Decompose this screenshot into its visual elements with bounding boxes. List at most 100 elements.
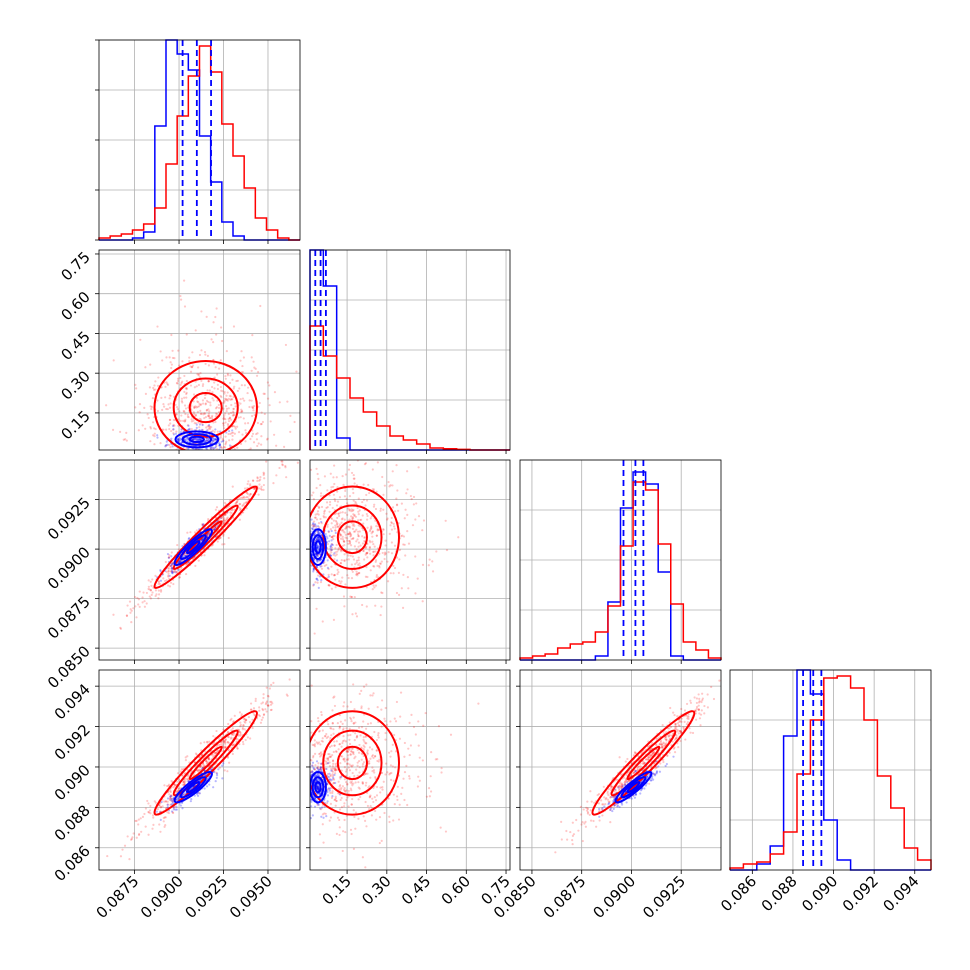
scatter-point xyxy=(185,447,188,450)
scatter-point xyxy=(239,402,242,405)
scatter-point xyxy=(268,384,271,387)
scatter-point xyxy=(316,787,319,790)
scatter-point xyxy=(222,424,225,427)
scatter-point xyxy=(219,394,222,398)
contour-line xyxy=(310,485,401,589)
scatter-point xyxy=(135,836,138,839)
scatter-point xyxy=(215,307,218,310)
scatter-point xyxy=(285,476,288,479)
scatter-point xyxy=(239,731,242,734)
scatter-point xyxy=(200,412,203,415)
scatter-point xyxy=(230,431,233,434)
scatter-point xyxy=(168,565,172,568)
scatter-point xyxy=(331,754,334,757)
scatter-point xyxy=(195,396,198,400)
scatter-point xyxy=(254,697,257,701)
scatter-point xyxy=(185,392,188,396)
scatter-point xyxy=(325,802,329,805)
scatter-point xyxy=(350,595,353,599)
scatter-point xyxy=(267,695,270,698)
scatter-point xyxy=(372,786,375,790)
scatter-point xyxy=(218,444,221,447)
scatter-point xyxy=(170,333,173,337)
scatter-point xyxy=(161,359,164,362)
scatter-point xyxy=(376,564,379,567)
scatter-point xyxy=(328,494,331,497)
scatter-point xyxy=(189,531,192,534)
scatter-point xyxy=(196,400,199,403)
scatter-point xyxy=(221,437,224,440)
scatter-point xyxy=(137,603,140,606)
scatter-point xyxy=(199,409,202,412)
scatter-point xyxy=(224,435,227,438)
scatter-point xyxy=(126,835,129,838)
scatter-point xyxy=(311,527,314,531)
scatter-point xyxy=(162,405,166,408)
scatter-point xyxy=(214,315,217,319)
scatter-point xyxy=(190,366,194,369)
contour-line xyxy=(179,776,207,799)
scatter-point xyxy=(131,836,134,839)
scatter-point xyxy=(171,349,174,352)
scatter-point xyxy=(333,574,336,577)
scatter-point xyxy=(355,615,359,618)
scatter-point xyxy=(261,716,264,719)
scatter-point xyxy=(215,772,219,775)
scatter-point xyxy=(232,414,235,417)
scatter-point xyxy=(346,502,349,505)
scatter-point xyxy=(201,538,204,541)
y-tick-label: 0.088 xyxy=(51,801,94,844)
scatter-point xyxy=(141,596,144,599)
scatter-point xyxy=(332,618,336,621)
scatter-point xyxy=(408,721,411,724)
scatter-point xyxy=(130,609,133,612)
scatter-point xyxy=(334,750,338,753)
scatter-point xyxy=(334,762,337,766)
scatter-point xyxy=(344,489,347,493)
scatter-point xyxy=(314,524,317,527)
scatter-point xyxy=(312,568,315,572)
scatter-point xyxy=(226,374,230,377)
scatter-point xyxy=(313,632,316,635)
scatter-point xyxy=(418,756,421,759)
scatter-point xyxy=(358,787,361,790)
scatter-point xyxy=(384,706,387,710)
scatter-point xyxy=(157,597,160,600)
scatter-point xyxy=(347,805,350,808)
scatter-point xyxy=(313,533,316,537)
scatter-point xyxy=(229,374,232,377)
scatter-point xyxy=(168,554,171,557)
scatter-point xyxy=(245,496,248,499)
scatter-point xyxy=(388,773,391,776)
scatter-point xyxy=(187,428,190,431)
scatter-point xyxy=(427,787,431,790)
scatter-point xyxy=(349,515,353,518)
scatter-point xyxy=(371,797,374,800)
scatter-point xyxy=(202,383,205,386)
scatter-point xyxy=(319,751,323,754)
scatter-point xyxy=(362,815,365,818)
scatter-point xyxy=(335,799,338,803)
scatter-point xyxy=(193,422,196,425)
scatter-point xyxy=(178,787,181,790)
scatter-point xyxy=(249,437,252,441)
scatter-point xyxy=(363,536,366,539)
scatter-point xyxy=(372,543,375,546)
scatter-point xyxy=(226,756,230,759)
scatter-point xyxy=(372,769,376,772)
scatter-point xyxy=(227,736,230,739)
scatter-point xyxy=(156,436,159,439)
scatter-point xyxy=(146,799,149,803)
scatter-point xyxy=(223,739,226,743)
scatter-point xyxy=(392,522,395,525)
scatter-point xyxy=(183,390,186,393)
scatter-point xyxy=(362,720,365,723)
scatter-point xyxy=(175,805,178,808)
scatter-point xyxy=(368,545,371,549)
scatter-point xyxy=(329,726,332,730)
scatter-point xyxy=(206,740,209,743)
scatter-point xyxy=(316,773,319,776)
scatter-point xyxy=(251,726,254,730)
scatter-point xyxy=(175,413,178,416)
scatter-point xyxy=(246,422,250,425)
